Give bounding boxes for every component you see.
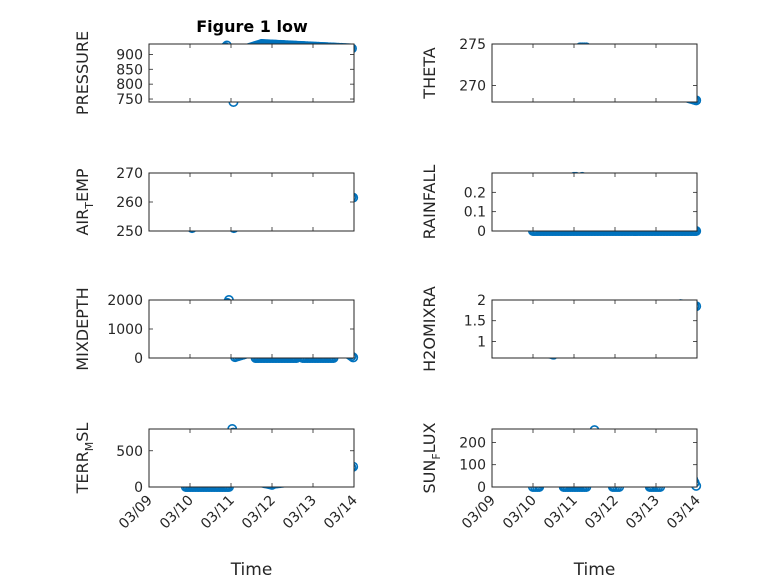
axes-frame — [148, 428, 355, 488]
axes-frame — [491, 172, 698, 232]
y-axis-label: RAINFALL — [420, 165, 439, 240]
y-tick-label: 100 — [459, 458, 486, 474]
y-tick-label: 2000 — [107, 293, 143, 309]
subplot-theta: 270 275 THETA — [420, 37, 702, 106]
axes-frame — [491, 299, 698, 359]
y-tick-label: 900 — [116, 47, 143, 63]
y-axis-label: AIRTEMP — [73, 168, 96, 235]
y-tick-label: 0 — [134, 480, 143, 496]
y-axis-label: H2OMIXRA — [420, 286, 439, 372]
y-tick-label: 200 — [459, 435, 486, 451]
x-axis-label: Time — [573, 560, 616, 580]
y-tick-label: 1000 — [107, 322, 143, 338]
y-axis-label: SUNFLUX — [420, 422, 443, 493]
axes-frame — [148, 43, 355, 103]
y-tick-label: 250 — [116, 224, 143, 240]
y-tick-label: 270 — [116, 166, 143, 182]
axes-frame — [491, 428, 698, 488]
subplot-mixdepth: 0 1000 2000 MIXDEPTH — [73, 287, 359, 371]
y-tick-label: 2 — [477, 293, 486, 309]
y-tick-label: 0 — [477, 480, 486, 496]
subplot-rainfall: 0 0.1 0.2 RAINFALL — [420, 165, 702, 240]
y-axis-label: THETA — [420, 47, 439, 99]
y-tick-label: 270 — [459, 78, 486, 94]
x-axis-label: Time — [230, 560, 273, 580]
y-tick-label: 260 — [116, 195, 143, 211]
y-tick-label: 0.2 — [464, 185, 486, 201]
subplot-h2omixra: 1 1.5 2 H2OMIXRA — [420, 286, 702, 372]
y-tick-label: 1.5 — [464, 314, 486, 330]
y-tick-label: 800 — [116, 77, 143, 93]
y-tick-label: 500 — [116, 444, 143, 460]
axes-frame — [148, 172, 355, 232]
subplot-air-temp: 250 260 270 AIRTEMP — [73, 166, 359, 240]
figure-title: Figure 1 low — [196, 17, 308, 36]
y-tick-label: 0.1 — [464, 205, 486, 221]
y-axis-label: MIXDEPTH — [73, 287, 92, 370]
y-tick-label: 275 — [459, 37, 486, 53]
y-tick-label: 850 — [116, 62, 143, 78]
y-axis-label: PRESSURE — [73, 31, 92, 115]
y-tick-label: 1 — [477, 334, 486, 350]
axes-frame — [148, 299, 355, 359]
y-axis-label: TERRMSL — [73, 423, 96, 495]
y-tick-label: 0 — [477, 224, 486, 240]
axes-frame — [491, 43, 698, 103]
y-tick-label: 0 — [134, 351, 143, 367]
y-tick-label: 750 — [116, 92, 143, 108]
